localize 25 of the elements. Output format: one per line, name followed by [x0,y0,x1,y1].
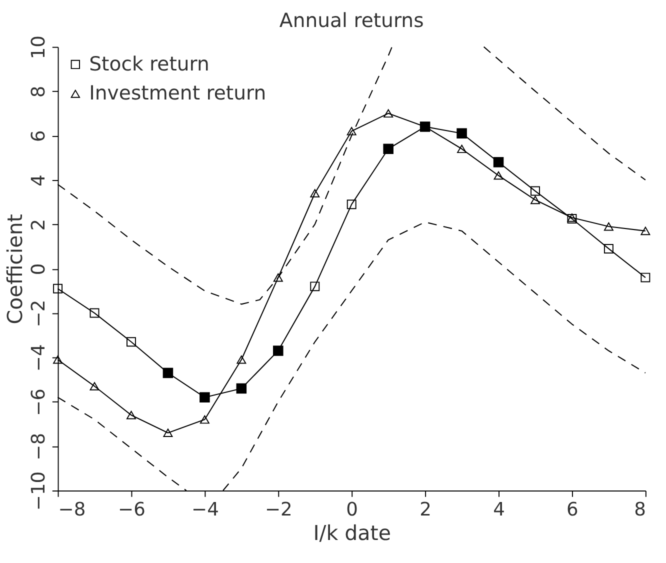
y-tick-label: 4 [28,174,50,186]
x-tick-label: 6 [566,499,578,520]
legend-label: Stock return [89,52,210,76]
y-axis-title: Coefficient [3,214,28,324]
chart-title: Annual returns [279,9,424,32]
y-tick-label: −6 [28,388,50,416]
y-tick-label: −2 [28,300,50,328]
y-tick-label: −4 [28,344,50,372]
x-tick-label: −8 [58,499,86,520]
legend-label: Investment return [89,82,266,105]
y-tick-label: −10 [28,471,50,511]
x-tick-label: 2 [420,499,432,520]
x-tick-label: 0 [346,499,358,520]
x-tick-label: 4 [493,499,505,520]
y-tick-label: 2 [28,218,50,231]
x-axis-title: I/k date [313,520,391,545]
y-tick-label: −8 [28,432,50,460]
y-tick-label: 6 [28,130,50,142]
x-tick-label: −2 [264,499,292,520]
y-tick-label: 8 [28,86,50,98]
y-tick-label: 10 [28,35,50,60]
x-tick-label: 8 [634,499,646,520]
y-tick-label: 0 [28,263,50,276]
x-tick-label: −4 [191,499,219,520]
x-tick-label: −6 [118,499,146,520]
